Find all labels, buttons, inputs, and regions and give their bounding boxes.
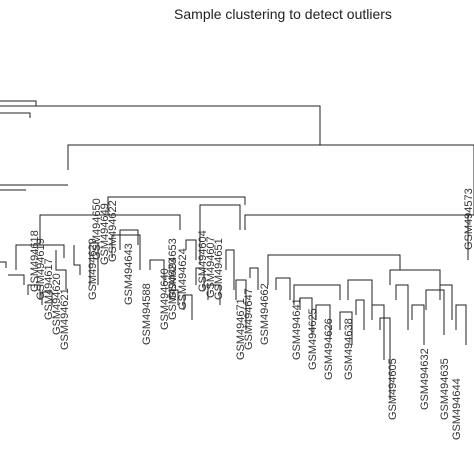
dendrogram-link — [0, 261, 7, 268]
dendrogram-link — [183, 294, 193, 320]
leaf-label: GSM494588 — [141, 283, 153, 345]
leaf-label: GSM494605 — [387, 358, 399, 420]
leaf-label: GSM494650 — [91, 198, 103, 260]
leaf-label: GSM494643 — [123, 243, 135, 305]
leaf-label: GSM494638 — [343, 318, 355, 380]
leaf-label: GSM494607 — [205, 236, 217, 298]
leaf-label: GSM494649 — [99, 203, 111, 265]
leaf-label: GSM494617 — [43, 258, 55, 320]
dendrogram-link — [235, 279, 247, 330]
leaf-label: GSM494635 — [439, 358, 451, 420]
dendrogram-link — [15, 244, 65, 270]
dendrogram-link — [467, 214, 474, 240]
dendrogram-link — [347, 279, 373, 310]
leaf-label: GSM494653 — [167, 238, 179, 300]
dendrogram-link — [89, 242, 99, 285]
dendrogram-link — [411, 304, 425, 345]
plot-title: Sample clustering to detect outliers — [174, 6, 392, 22]
dendrogram-link — [207, 284, 221, 305]
dendrogram-link — [185, 239, 197, 260]
dendrogram-link — [439, 284, 453, 320]
leaf-label: GSM494618 — [29, 230, 41, 292]
dendrogram-link — [169, 289, 179, 305]
dendrogram-link — [0, 100, 37, 106]
dendrogram-link — [315, 304, 331, 340]
dendrogram-link — [249, 267, 259, 290]
leaf-label: GSM494641 — [291, 298, 303, 360]
leaf-label: GSM494644 — [451, 378, 463, 440]
leaf-label: GSM494620 — [51, 273, 63, 335]
leaf-label: GSM494623 — [167, 258, 179, 320]
leaf-label: GSM494604 — [197, 230, 209, 292]
leaf-label: GSM494625 — [307, 308, 319, 370]
dendrogram-link — [339, 311, 353, 345]
leaf-label: GSM494647 — [243, 288, 255, 350]
dendrogram-link — [67, 144, 474, 170]
dendrogram-link — [395, 284, 409, 330]
leaf-label: GSM494640 — [159, 268, 171, 330]
leaf-label: GSM494632 — [419, 348, 431, 410]
dendrogram-link — [0, 105, 321, 145]
dendrogram-link — [27, 284, 41, 300]
dendrogram-link — [55, 250, 67, 290]
leaf-label: GSM494621 — [59, 288, 71, 350]
leaf-label: GSM494629 — [87, 238, 99, 300]
dendrogram-link — [39, 214, 181, 245]
dendrogram-link — [111, 234, 141, 270]
dendrogram-link — [0, 112, 31, 118]
dendrogram-link — [195, 267, 205, 290]
dendrogram-link — [244, 214, 474, 230]
leaf-label: GSM494573 — [463, 188, 474, 250]
dendrogram-link — [119, 229, 139, 250]
dendrogram-link — [355, 299, 365, 330]
leaf-label: GSM494651 — [213, 238, 225, 300]
dendrogram-link — [8, 274, 25, 285]
dendrogram-link — [299, 297, 313, 335]
dendrogram-link — [371, 304, 385, 360]
dendrogram-link — [389, 269, 441, 290]
leaf-label: GSM494626 — [323, 318, 335, 380]
dendrogram-link — [379, 317, 391, 400]
dendrogram-link — [425, 289, 445, 335]
dendrogram-link — [225, 249, 235, 290]
leaf-label: GSM494624 — [177, 248, 189, 310]
dendrogram-link — [275, 277, 291, 300]
dendrogram-link — [267, 254, 401, 285]
leaf-label: GSM494622 — [107, 200, 119, 262]
dendrogram-link — [107, 196, 246, 215]
dendrogram-link — [41, 291, 53, 305]
dendrogram-link — [199, 204, 241, 265]
dendrogram-link — [293, 284, 341, 305]
dendrogram-link — [149, 259, 165, 285]
leaf-label: GSM494619 — [35, 238, 47, 300]
leaf-label: GSM494662 — [259, 283, 271, 345]
dendrogram-link — [455, 304, 467, 345]
leaf-label: GSM494671 — [235, 298, 247, 360]
dendrogram-link — [73, 245, 81, 275]
